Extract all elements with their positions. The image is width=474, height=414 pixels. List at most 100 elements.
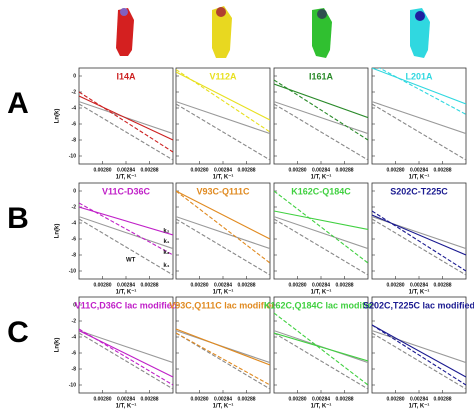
data-line — [176, 218, 270, 276]
data-line — [79, 216, 173, 250]
data-line — [372, 210, 466, 272]
data-line — [274, 216, 368, 250]
data-line — [79, 103, 173, 161]
x-tick-label: 0.00288 — [335, 167, 353, 173]
x-tick-label: 0.00288 — [433, 396, 451, 402]
data-line — [79, 95, 173, 141]
x-tick-label: 0.00288 — [433, 282, 451, 288]
data-line — [79, 328, 173, 386]
y-tick-label: 0 — [73, 73, 76, 79]
y-tick-label: -6 — [72, 121, 77, 127]
panel-title: V93C-Q111C — [196, 186, 250, 196]
data-line — [372, 214, 466, 256]
x-tick-label: 0.00288 — [237, 167, 255, 173]
y-tick-label: -2 — [72, 89, 77, 95]
panel-title: I14A — [116, 71, 136, 81]
data-line — [79, 206, 173, 236]
y-tick-label: -10 — [69, 153, 76, 159]
panel-title: V11C-D36C — [102, 186, 151, 196]
x-tick-label: 0.00288 — [237, 282, 255, 288]
x-tick-label: 0.00280 — [93, 282, 111, 288]
panel-title: V112A — [209, 71, 237, 81]
x-tick-label: 0.00280 — [288, 167, 306, 173]
plot-frame — [371, 296, 467, 394]
annotation: k₁ — [164, 239, 170, 245]
annotation: k₃ — [163, 250, 169, 256]
y-axis-label: Ln(k) — [55, 224, 61, 239]
x-axis-label: 1/T, K⁻¹ — [311, 174, 332, 181]
data-line — [274, 332, 368, 390]
x-tick-label: 0.00288 — [140, 396, 158, 402]
x-axis-label: 1/T, K⁻¹ — [213, 174, 234, 181]
data-line — [274, 79, 368, 141]
plot-frame — [175, 67, 271, 165]
y-tick-label: -8 — [72, 366, 77, 372]
x-tick-label: 0.00280 — [190, 167, 208, 173]
x-tick-label: 0.00280 — [288, 396, 306, 402]
x-tick-label: 0.00284 — [117, 282, 135, 288]
x-tick-label: 0.00288 — [237, 396, 255, 402]
data-line — [176, 103, 270, 161]
y-axis-label: Ln(k) — [55, 109, 61, 124]
data-line — [274, 312, 368, 386]
x-tick-label: 0.00288 — [140, 282, 158, 288]
x-axis-label: 1/T, K⁻¹ — [311, 403, 332, 410]
annotation: k₂ — [163, 229, 169, 235]
data-line — [372, 332, 466, 390]
row-label: B — [7, 202, 29, 235]
x-tick-label: 0.00280 — [386, 167, 404, 173]
data-line — [176, 69, 270, 133]
plot-frame — [78, 182, 174, 280]
data-line — [372, 101, 466, 135]
panel-title: L201A — [405, 71, 433, 81]
data-line — [79, 91, 173, 153]
row-label: C — [7, 316, 29, 349]
x-axis-label: 1/T, K⁻¹ — [213, 289, 234, 296]
x-axis-label: 1/T, K⁻¹ — [311, 289, 332, 296]
y-tick-label: -10 — [69, 382, 76, 388]
data-line — [274, 218, 368, 276]
annotation: k₄ — [163, 263, 169, 269]
x-axis-label: 1/T, K⁻¹ — [116, 289, 137, 296]
x-tick-label: 0.00280 — [190, 396, 208, 402]
data-line — [176, 190, 270, 264]
y-tick-label: -10 — [69, 268, 76, 274]
x-tick-label: 0.00284 — [312, 396, 330, 402]
protein-cyan — [410, 8, 430, 58]
data-line — [372, 324, 466, 378]
panel-title: S202C,T225C lac modified — [363, 300, 474, 310]
y-tick-label: -2 — [72, 204, 77, 210]
x-tick-label: 0.00284 — [410, 282, 428, 288]
y-tick-label: -8 — [72, 252, 77, 258]
x-tick-label: 0.00288 — [140, 167, 158, 173]
data-line — [274, 210, 368, 230]
plot-frame — [175, 296, 271, 394]
x-tick-label: 0.00284 — [214, 167, 232, 173]
x-tick-label: 0.00284 — [117, 167, 135, 173]
data-line — [79, 330, 173, 364]
panel-title: V93C,Q111C lac modified — [169, 300, 277, 310]
x-axis-label: 1/T, K⁻¹ — [116, 403, 137, 410]
protein-yellow — [212, 6, 232, 58]
x-tick-label: 0.00280 — [93, 167, 111, 173]
data-line — [372, 218, 466, 276]
plot-frame — [273, 296, 369, 394]
data-line — [274, 101, 368, 135]
y-tick-label: -4 — [72, 105, 77, 111]
data-line — [176, 216, 270, 250]
x-tick-label: 0.00284 — [214, 282, 232, 288]
x-axis-label: 1/T, K⁻¹ — [116, 174, 137, 181]
y-tick-label: -8 — [72, 137, 77, 143]
data-line — [176, 328, 270, 366]
panel-title: K162C-Q184C — [291, 186, 351, 196]
x-tick-label: 0.00284 — [214, 396, 232, 402]
plot-frame — [78, 296, 174, 394]
data-line — [79, 218, 173, 276]
